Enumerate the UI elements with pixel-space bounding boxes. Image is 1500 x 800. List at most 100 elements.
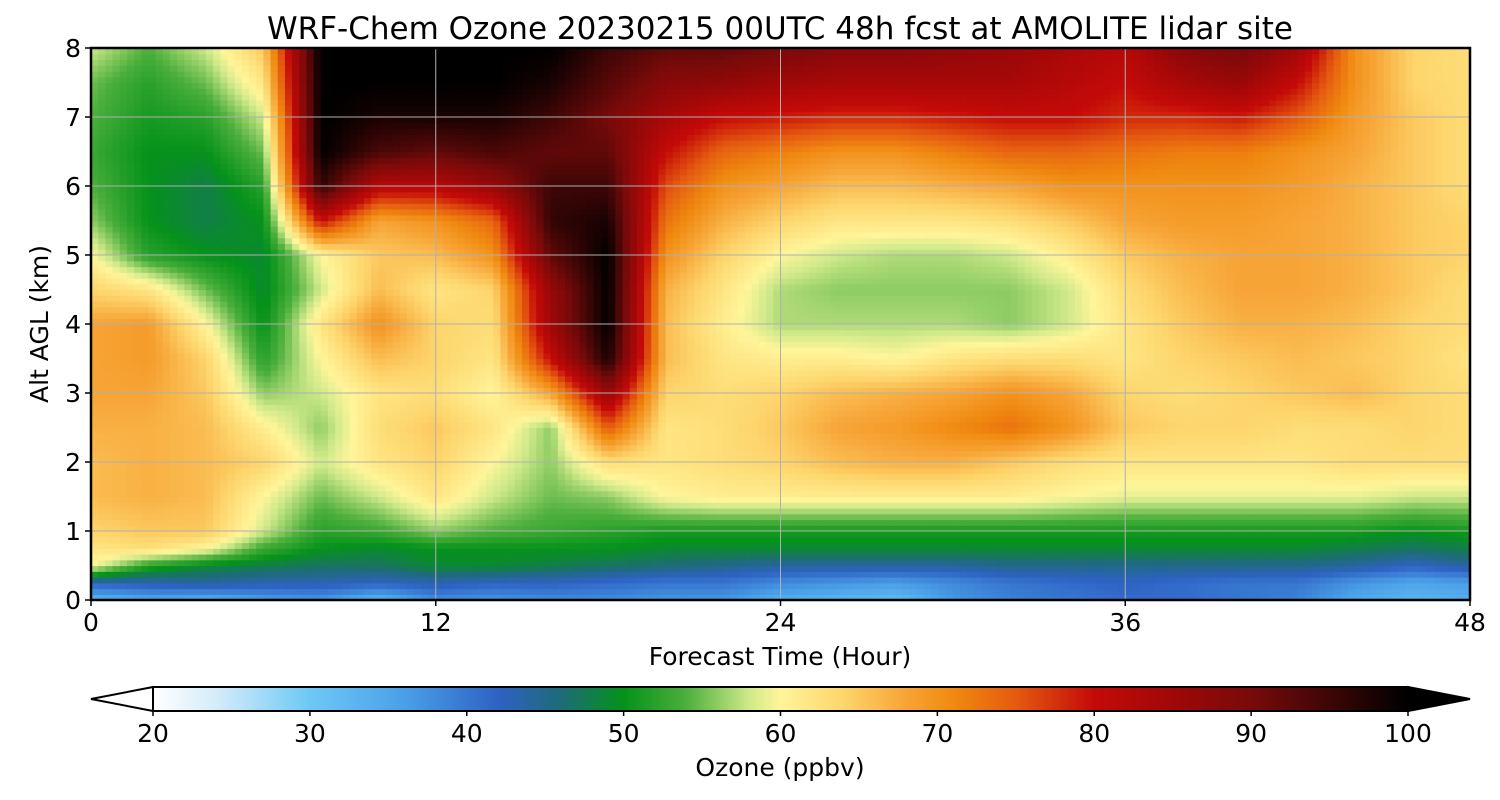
- heatmap-cell: [1024, 577, 1033, 584]
- heatmap-cell: [1254, 513, 1263, 521]
- heatmap-cell: [1412, 548, 1421, 555]
- heatmap-cell: [1362, 450, 1371, 457]
- heatmap-cell: [995, 559, 1004, 567]
- heatmap-cell: [636, 519, 645, 526]
- heatmap-cell: [730, 496, 738, 503]
- heatmap-cell: [277, 519, 286, 526]
- heatmap-cell: [1175, 450, 1184, 457]
- heatmap-cell: [371, 577, 379, 584]
- heatmap-cell: [1225, 559, 1234, 567]
- heatmap-cell: [1398, 513, 1406, 521]
- heatmap-cell: [399, 548, 408, 555]
- heatmap-cell: [184, 502, 193, 509]
- heatmap-cell: [995, 485, 1004, 492]
- heatmap-cell: [809, 519, 818, 526]
- heatmap-cell: [1211, 462, 1220, 469]
- heatmap-cell: [1376, 588, 1385, 595]
- heatmap-cell: [112, 462, 121, 469]
- heatmap-cell: [435, 490, 444, 498]
- heatmap-cell: [141, 462, 150, 469]
- heatmap-cell: [1426, 559, 1435, 567]
- heatmap-cell: [450, 496, 458, 503]
- heatmap-cell: [292, 531, 300, 538]
- heatmap-cell: [414, 548, 422, 555]
- heatmap-cell: [1017, 531, 1026, 538]
- heatmap-cell: [536, 450, 545, 457]
- heatmap-cell: [1118, 473, 1126, 480]
- heatmap-cell: [1225, 536, 1234, 544]
- heatmap-cell: [715, 548, 724, 555]
- heatmap-cell: [902, 508, 911, 515]
- heatmap-cell: [328, 467, 336, 475]
- heatmap-cell: [1347, 485, 1356, 492]
- heatmap-cell: [708, 571, 717, 578]
- heatmap-cell: [593, 588, 602, 595]
- heatmap-cell: [529, 456, 537, 463]
- heatmap-cell: [356, 490, 365, 498]
- heatmap-cell: [737, 479, 746, 486]
- heatmap-cell: [363, 450, 372, 457]
- heatmap-cell: [1455, 508, 1464, 515]
- heatmap-cell: [184, 508, 193, 515]
- heatmap-cell: [392, 548, 401, 555]
- heatmap-cell: [1053, 565, 1062, 572]
- heatmap-cell: [988, 508, 997, 515]
- heatmap-cell: [881, 588, 889, 595]
- heatmap-cell: [1434, 548, 1442, 555]
- heatmap-cell: [1168, 513, 1177, 521]
- heatmap-cell: [385, 559, 394, 567]
- heatmap-cell: [967, 577, 976, 584]
- heatmap-cell: [1419, 513, 1428, 521]
- heatmap-cell: [1376, 490, 1385, 498]
- heatmap-cell: [802, 490, 810, 498]
- heatmap-cell: [1441, 594, 1450, 600]
- heatmap-cell: [1103, 536, 1112, 544]
- heatmap-cell: [837, 594, 846, 600]
- heatmap-cell: [1398, 519, 1406, 526]
- heatmap-cell: [1283, 577, 1292, 584]
- heatmap-cell: [349, 565, 358, 572]
- heatmap-cell: [600, 490, 609, 498]
- heatmap-cell: [385, 531, 394, 538]
- heatmap-cell: [787, 473, 796, 480]
- heatmap-cell: [687, 467, 695, 475]
- heatmap-cell: [342, 577, 351, 584]
- heatmap-cell: [687, 582, 695, 590]
- heatmap-cell: [1182, 479, 1191, 486]
- heatmap-cell: [421, 525, 430, 532]
- heatmap-cell: [802, 542, 810, 549]
- heatmap-cell: [1182, 542, 1191, 549]
- heatmap-cell: [823, 490, 832, 498]
- heatmap-cell: [579, 531, 588, 538]
- heatmap-cell: [1146, 456, 1155, 463]
- heatmap-cell: [938, 490, 947, 498]
- heatmap-cell: [794, 542, 803, 549]
- heatmap-cell: [780, 536, 789, 544]
- heatmap-cell: [1197, 502, 1205, 509]
- heatmap-cell: [299, 525, 308, 532]
- heatmap-cell: [1347, 588, 1356, 595]
- heatmap-cell: [981, 594, 990, 600]
- heatmap-cell: [1168, 548, 1177, 555]
- heatmap-cell: [1376, 525, 1385, 532]
- heatmap-cell: [1290, 531, 1299, 538]
- heatmap-cell: [665, 536, 674, 544]
- heatmap-cell: [1355, 519, 1363, 526]
- heatmap-cell: [1311, 479, 1320, 486]
- heatmap-cell: [895, 490, 904, 498]
- heatmap-cell: [1319, 542, 1327, 549]
- heatmap-cell: [945, 496, 954, 503]
- heatmap-cell: [608, 565, 616, 572]
- heatmap-cell: [708, 565, 717, 572]
- heatmap-cell: [514, 531, 523, 538]
- heatmap-cell: [91, 513, 99, 521]
- heatmap-cell: [1290, 525, 1299, 532]
- heatmap-cell: [579, 502, 588, 509]
- heatmap-cell: [1462, 519, 1470, 526]
- heatmap-cell: [521, 582, 530, 590]
- heatmap-cell: [213, 559, 221, 567]
- heatmap-cell: [1003, 525, 1011, 532]
- heatmap-cell: [1017, 582, 1026, 590]
- heatmap-cell: [895, 588, 904, 595]
- heatmap-cell: [407, 542, 415, 549]
